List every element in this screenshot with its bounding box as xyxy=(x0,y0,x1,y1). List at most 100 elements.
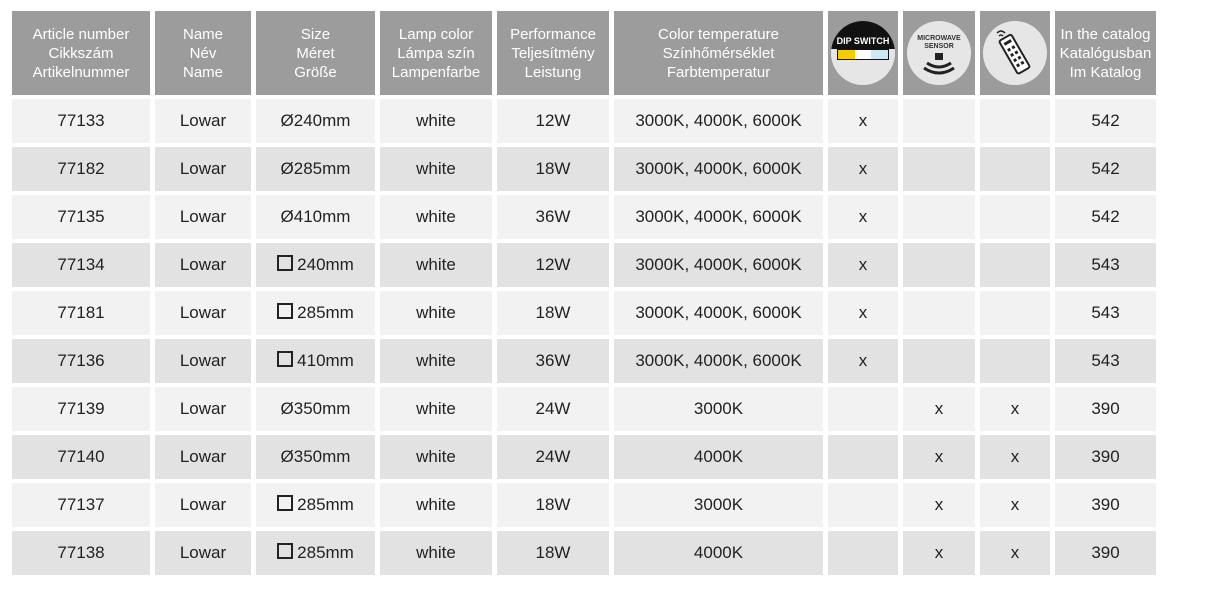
table-row: 77134 Lowar 240mm white 12W 3000K, 4000K, 600… xyxy=(12,243,1156,287)
cell-color: white xyxy=(380,195,492,239)
cell-name: Lowar xyxy=(155,387,251,431)
cell-catalog: 390 xyxy=(1055,435,1156,479)
cell-dip xyxy=(828,483,898,527)
dip-switch-label: DIP SWITCH xyxy=(831,21,895,49)
header-line: Größe xyxy=(294,63,337,81)
table-row: 77181 Lowar 285mm white 18W 3000K, 4000K, 600… xyxy=(12,291,1156,335)
cell-name: Lowar xyxy=(155,291,251,335)
size-value: 350mm xyxy=(293,399,351,418)
header-line: Lampenfarbe xyxy=(391,63,481,81)
cell-article: 77136 xyxy=(12,339,150,383)
cell-power: 18W xyxy=(497,291,609,335)
header-line: Színhőmérséklet xyxy=(662,44,775,62)
cell-mw: x xyxy=(903,483,975,527)
cell-color: white xyxy=(380,339,492,383)
cell-size: Ø240mm xyxy=(256,99,375,143)
cell-dip: x xyxy=(828,195,898,239)
cell-color: white xyxy=(380,387,492,431)
cell-remote: x xyxy=(980,387,1050,431)
header-row: Article number Cikkszám Artikelnummer Name N… xyxy=(12,11,1156,95)
cell-remote xyxy=(980,291,1050,335)
cell-article: 77135 xyxy=(12,195,150,239)
column-header: Color temperature Színhőmérséklet Farbtemp… xyxy=(614,11,823,95)
diameter-icon: Ø xyxy=(280,447,294,466)
header-line: Size xyxy=(300,25,331,43)
cell-name: Lowar xyxy=(155,531,251,575)
header-line: Lámpa szín xyxy=(397,44,475,62)
cell-temp: 3000K, 4000K, 6000K xyxy=(614,339,823,383)
table-row: 77138 Lowar 285mm white 18W 4000K x x 390 xyxy=(12,531,1156,575)
cell-dip: x xyxy=(828,291,898,335)
cell-remote: x xyxy=(980,483,1050,527)
cell-temp: 4000K xyxy=(614,435,823,479)
cell-remote: x xyxy=(980,531,1050,575)
header-line: Artikelnummer xyxy=(32,63,130,81)
column-header: Lamp color Lámpa szín Lampenfarbe xyxy=(380,11,492,95)
size-value: 410mm xyxy=(293,207,351,226)
table-row: 77133 Lowar Ø240mm white 12W 3000K, 4000K, 60… xyxy=(12,99,1156,143)
cell-color: white xyxy=(380,99,492,143)
header-line: Cikkszám xyxy=(48,44,114,62)
cell-article: 77181 xyxy=(12,291,150,335)
cell-dip xyxy=(828,435,898,479)
cell-catalog: 543 xyxy=(1055,243,1156,287)
header-line: Név xyxy=(189,44,217,62)
cell-temp: 3000K, 4000K, 6000K xyxy=(614,195,823,239)
square-icon xyxy=(277,495,294,511)
cell-article: 77134 xyxy=(12,243,150,287)
cell-mw xyxy=(903,99,975,143)
cell-name: Lowar xyxy=(155,99,251,143)
cell-catalog: 390 xyxy=(1055,387,1156,431)
cell-temp: 3000K, 4000K, 6000K xyxy=(614,291,823,335)
cell-catalog: 542 xyxy=(1055,99,1156,143)
column-header: Size Méret Größe xyxy=(256,11,375,95)
cell-power: 18W xyxy=(497,483,609,527)
cell-temp: 3000K xyxy=(614,387,823,431)
cell-temp: 3000K, 4000K, 6000K xyxy=(614,147,823,191)
table-row: 77140 Lowar Ø350mm white 24W 4000K x x 390 xyxy=(12,435,1156,479)
microwave-sensor-label: MICROWAVE SENSOR xyxy=(917,35,961,50)
cell-mw xyxy=(903,147,975,191)
header-line: Color temperature xyxy=(658,25,779,43)
diameter-icon: Ø xyxy=(280,159,294,178)
cell-catalog: 390 xyxy=(1055,531,1156,575)
cell-color: white xyxy=(380,243,492,287)
cell-article: 77133 xyxy=(12,99,150,143)
cell-size: Ø350mm xyxy=(256,435,375,479)
cell-dip: x xyxy=(828,147,898,191)
cell-power: 24W xyxy=(497,435,609,479)
cell-power: 18W xyxy=(497,147,609,191)
cell-name: Lowar xyxy=(155,435,251,479)
column-header: In the catalog Katalógusban Im Katalog xyxy=(1055,11,1156,95)
cell-size: Ø285mm xyxy=(256,147,375,191)
cell-color: white xyxy=(380,291,492,335)
header-line: Lamp color xyxy=(398,25,474,43)
cell-size: 285mm xyxy=(256,483,375,527)
table-row: 77137 Lowar 285mm white 18W 3000K x x 390 xyxy=(12,483,1156,527)
column-header: Article number Cikkszám Artikelnummer xyxy=(12,11,150,95)
column-header: Name Név Name xyxy=(155,11,251,95)
header-line: Leistung xyxy=(524,63,582,81)
cell-remote: x xyxy=(980,435,1050,479)
cell-size: Ø410mm xyxy=(256,195,375,239)
cell-catalog: 542 xyxy=(1055,147,1156,191)
cell-color: white xyxy=(380,483,492,527)
cell-remote xyxy=(980,195,1050,239)
cell-catalog: 543 xyxy=(1055,339,1156,383)
square-icon xyxy=(277,255,294,271)
cell-remote xyxy=(980,147,1050,191)
cell-color: white xyxy=(380,531,492,575)
cell-article: 77140 xyxy=(12,435,150,479)
cell-dip: x xyxy=(828,243,898,287)
cell-catalog: 542 xyxy=(1055,195,1156,239)
size-value: 285mm xyxy=(297,543,354,562)
size-value: 240mm xyxy=(297,255,354,274)
cell-mw xyxy=(903,195,975,239)
cell-dip: x xyxy=(828,339,898,383)
square-icon xyxy=(277,543,294,559)
header-line: In the catalog xyxy=(1060,25,1151,43)
header-line: Farbtemperatur xyxy=(666,63,771,81)
cell-mw xyxy=(903,291,975,335)
column-header xyxy=(980,11,1050,95)
cell-mw: x xyxy=(903,531,975,575)
